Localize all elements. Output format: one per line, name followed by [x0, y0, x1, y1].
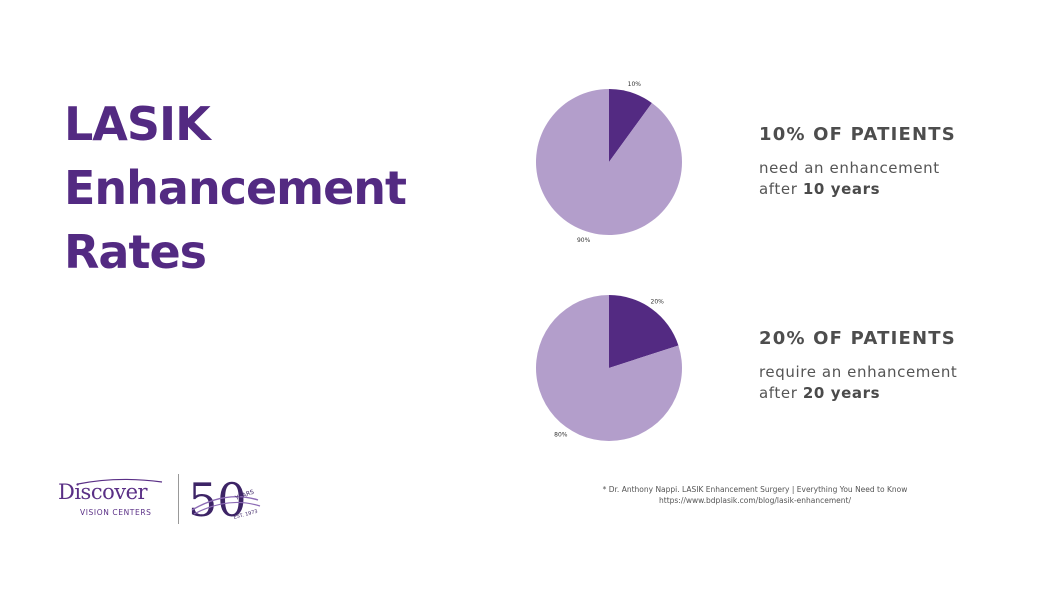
logo-subtitle: VISION CENTERS — [80, 508, 152, 517]
stat-timeframe-prefix: after — [759, 180, 803, 198]
stat-timeframe: after 20 years — [759, 383, 957, 404]
pie-slice-10-percent — [609, 89, 652, 162]
citation: * Dr. Anthony Nappi. LASIK Enhancement S… — [560, 484, 950, 506]
anniversary-number: 50 — [188, 473, 247, 527]
pie-data-label: 80% — [554, 431, 568, 438]
stat-block-20-years: 20% OF PATIENTS require an enhancement a… — [759, 328, 957, 404]
stat-heading: 10% OF PATIENTS — [759, 124, 956, 145]
pie-data-label: 90% — [577, 237, 591, 244]
logo-swoosh-icon — [77, 478, 163, 485]
page-title: LASIK Enhancement Rates — [64, 92, 407, 284]
title-line-1: LASIK — [64, 97, 211, 151]
stat-timeframe-value: 10 years — [802, 180, 881, 198]
pie-slice-90-percent — [536, 89, 682, 235]
company-logo: Discover VISION CENTERS 50 YEARS EST. 19… — [58, 470, 278, 528]
citation-source: * Dr. Anthony Nappi. LASIK Enhancement S… — [602, 485, 908, 494]
stat-timeframe-value: 20 years — [802, 384, 881, 402]
stat-description: need an enhancement — [759, 159, 940, 177]
stat-timeframe-prefix: after — [759, 384, 803, 402]
title-line-2: Enhancement — [64, 161, 407, 215]
pie-slice-80-percent — [536, 295, 682, 441]
stat-block-10-years: 10% OF PATIENTS need an enhancement afte… — [759, 124, 956, 200]
stat-timeframe: after 10 years — [759, 179, 956, 200]
pie-slice-20-percent — [609, 295, 679, 368]
pie-data-label: 20% — [651, 299, 665, 306]
pie-data-label: 10% — [628, 81, 642, 88]
logo-wordmark: Discover — [58, 480, 148, 504]
stat-description: require an enhancement — [759, 363, 958, 381]
anniversary-50-years-logo: 50 YEARS EST. 1973 — [188, 473, 261, 527]
pie-chart-20-years: 20% 80% — [536, 295, 682, 441]
stat-heading: 20% OF PATIENTS — [759, 328, 956, 349]
citation-url: https://www.bdplasik.com/blog/lasik-enha… — [659, 496, 851, 505]
pie-chart-10-years: 10% 90% — [536, 81, 682, 244]
title-line-3: Rates — [64, 225, 207, 279]
logo-divider — [178, 474, 179, 524]
